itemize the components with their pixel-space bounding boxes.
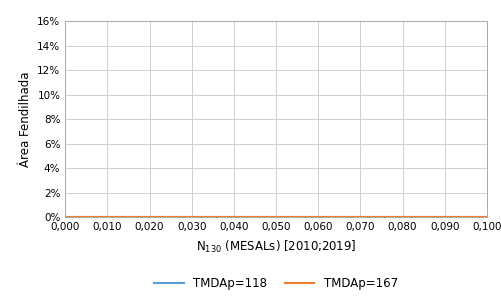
- TMDAp=118: [104, 216, 110, 219]
- TMDAp=167: [230, 216, 236, 219]
- TMDAp=118: [62, 216, 68, 219]
- TMDAp=167: [188, 216, 194, 219]
- TMDAp=167: [62, 216, 68, 219]
- TMDAp=167: [146, 216, 152, 219]
- Y-axis label: Área Fendilhada: Área Fendilhada: [19, 72, 32, 167]
- TMDAp=118: [441, 216, 447, 219]
- TMDAp=118: [146, 216, 152, 219]
- TMDAp=118: [273, 216, 279, 219]
- TMDAp=118: [230, 216, 236, 219]
- X-axis label: $\mathrm{N}_{130}$ (MESALs) [2010;2019]: $\mathrm{N}_{130}$ (MESALs) [2010;2019]: [195, 239, 356, 255]
- TMDAp=167: [441, 216, 447, 219]
- TMDAp=167: [273, 216, 279, 219]
- TMDAp=118: [483, 216, 489, 219]
- TMDAp=118: [188, 216, 194, 219]
- TMDAp=118: [357, 216, 363, 219]
- TMDAp=118: [399, 216, 405, 219]
- TMDAp=167: [104, 216, 110, 219]
- TMDAp=167: [357, 216, 363, 219]
- TMDAp=167: [483, 216, 489, 219]
- TMDAp=167: [399, 216, 405, 219]
- Legend: TMDAp=118, TMDAp=167: TMDAp=118, TMDAp=167: [154, 277, 397, 290]
- TMDAp=118: [315, 216, 321, 219]
- TMDAp=167: [315, 216, 321, 219]
